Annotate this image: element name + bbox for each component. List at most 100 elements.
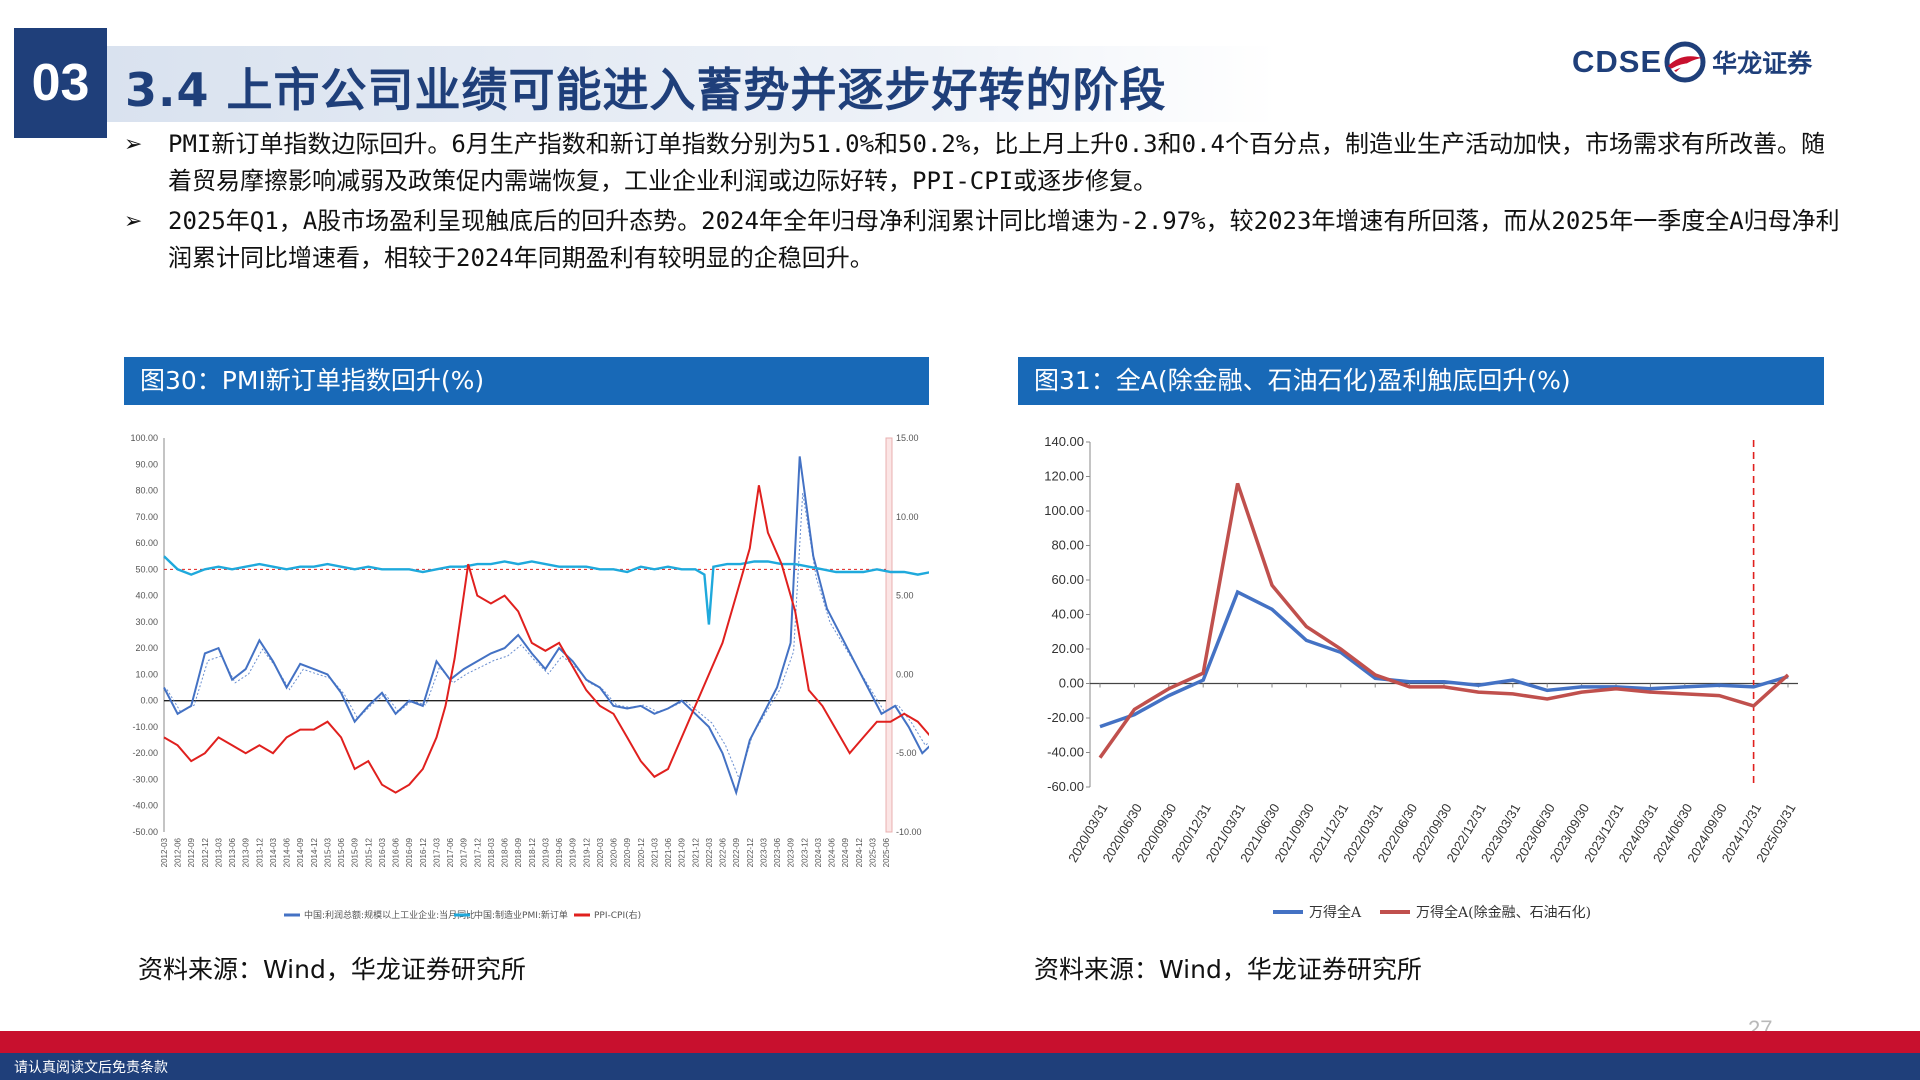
y-left-tick-label: 70.00 [135, 512, 158, 522]
x-tick-label: 2013-09 [242, 837, 251, 867]
bullet-text: PMI新订单指数边际回升。6月生产指数和新订单指数分别为51.0%和50.2%，… [168, 130, 1825, 195]
series-line [163, 456, 929, 797]
x-tick-label: 2017-06 [446, 837, 455, 867]
x-tick-label: 2014-09 [296, 837, 305, 867]
series-line [163, 555, 929, 625]
x-tick-label: 2018-09 [514, 837, 523, 867]
x-tick-label: 2023-09 [787, 837, 796, 867]
x-tick-label: 2012-06 [174, 837, 183, 867]
y-left-tick-label: -40.00 [132, 801, 158, 811]
legend-label: 万得全A [1309, 904, 1362, 921]
x-tick-label: 2020-09 [623, 837, 632, 867]
x-tick-label: 2012-12 [201, 837, 210, 867]
x-tick-label: 2014-03 [269, 837, 278, 867]
y-left-tick-label: 80.00 [135, 486, 158, 496]
x-tick-label: 2015-03 [323, 837, 332, 867]
arrow-bullet-icon: ➢ [124, 132, 143, 157]
x-tick-label: 2015-09 [351, 837, 360, 867]
x-tick-label: 2021-09 [678, 837, 687, 867]
y-tick-label: -40.00 [1047, 745, 1084, 760]
x-tick-label: 2016-09 [405, 837, 414, 867]
x-tick-label: 2012-09 [187, 837, 196, 867]
legend-label: PPI-CPI(右) [594, 909, 641, 921]
x-tick-label: 2018-03 [487, 837, 496, 867]
x-tick-label: 2015-12 [364, 837, 373, 867]
figure-31-title: 图31：全A(除金融、石油石化)盈利触底回升(%) [1018, 357, 1824, 405]
section-number-badge: 03 [14, 28, 107, 138]
y-tick-label: -20.00 [1047, 710, 1084, 725]
x-tick-label: 2025-06 [882, 837, 891, 867]
bullet-item: ➢ PMI新订单指数边际回升。6月生产指数和新订单指数分别为51.0%和50.2… [124, 126, 1844, 200]
x-tick-label: 2014-12 [310, 837, 319, 867]
bullet-item: ➢ 2025年Q1，A股市场盈利呈现触底后的回升态势。2024年全年归母净利润累… [124, 203, 1844, 277]
x-tick-label: 2017-09 [460, 837, 469, 867]
y-tick-label: 100.00 [1044, 503, 1084, 518]
y-tick-label: 0.00 [1059, 676, 1084, 691]
y-left-tick-label: 50.00 [135, 564, 158, 574]
y-tick-label: -60.00 [1047, 779, 1084, 794]
logo-swirl-icon [1664, 41, 1706, 83]
company-logo: CDSE 华龙证券 [1572, 41, 1813, 83]
x-tick-label: 2024-09 [841, 837, 850, 867]
y-left-tick-label: -20.00 [132, 748, 158, 758]
earnings-chart: 140.00 120.00 100.00 80.00 60.00 40.00 20.00 0.… [1044, 434, 1798, 921]
x-tick-label: 2020-03 [596, 837, 605, 867]
y-left-tick-label: 10.00 [135, 669, 158, 679]
figure-30-title: 图30：PMI新订单指数回升(%) [124, 357, 929, 405]
y-left-tick-label: 90.00 [135, 459, 158, 469]
x-tick-label: 2024-12 [855, 837, 864, 867]
x-tick-label: 2023-03 [759, 837, 768, 867]
x-tick-label: 2023-12 [800, 837, 809, 867]
x-tick-label: 2022-12 [746, 837, 755, 867]
y-tick-label: 140.00 [1044, 434, 1084, 449]
series-line [1098, 482, 1790, 759]
x-tick-label: 2025-03 [868, 837, 877, 867]
x-tick-label: 2022-03 [705, 837, 714, 867]
y-left-tick-label: -30.00 [132, 774, 158, 784]
y-tick-label: 80.00 [1051, 538, 1084, 553]
x-tick-label: 2022-06 [719, 837, 728, 867]
x-tick-label: 2016-12 [419, 837, 428, 867]
footer-disclaimer: 请认真阅读文后免责条款 [14, 1060, 168, 1076]
bullet-text: 2025年Q1，A股市场盈利呈现触底后的回升态势。2024年全年归母净利润累计同… [168, 207, 1840, 272]
x-tick-label: 2012-03 [160, 837, 169, 867]
pmi-chart: 100.00 90.00 80.00 70.00 60.00 50.00 40.00 30.0… [130, 433, 929, 921]
figure-31-source: 资料来源：Wind，华龙证券研究所 [1034, 955, 1422, 984]
legend-label: 中国:制造业PMI:新订单 [474, 909, 568, 921]
footer-red-stripe [0, 1031, 1920, 1053]
y-left-tick-label: 40.00 [135, 591, 158, 601]
y-left-tick-label: 100.00 [130, 433, 158, 443]
x-tick-label: 2018-12 [528, 837, 537, 867]
x-tick-label: 2015-06 [337, 837, 346, 867]
y-left-tick-label: 60.00 [135, 538, 158, 548]
x-tick-label: 2019-09 [569, 837, 578, 867]
x-tick-label: 2018-06 [501, 837, 510, 867]
series-line-ytd [166, 492, 929, 781]
x-tick-label: 2024-06 [828, 837, 837, 867]
y-right-tick-label: 10.00 [896, 512, 919, 522]
logo-company-name: 华龙证券 [1712, 49, 1813, 78]
y-right-tick-label: -5.00 [896, 748, 917, 758]
page-title: 3.4 上市公司业绩可能进入蓄势并逐步好转的阶段 [125, 63, 1167, 117]
x-tick-label: 2013-12 [255, 837, 264, 867]
series-line [163, 485, 929, 794]
x-tick-label: 2017-03 [432, 837, 441, 867]
y-left-tick-label: -50.00 [132, 827, 158, 837]
y-left-tick-label: -10.00 [132, 722, 158, 732]
x-tick-label: 2017-12 [473, 837, 482, 867]
y-right-tick-label: 5.00 [896, 591, 914, 601]
x-tick-label: 2013-06 [228, 837, 237, 867]
arrow-bullet-icon: ➢ [124, 209, 143, 234]
y-tick-label: 20.00 [1051, 641, 1084, 656]
x-tick-label: 2016-03 [378, 837, 387, 867]
y-right-tick-label: 0.00 [896, 669, 914, 679]
x-tick-label: 2021-03 [650, 837, 659, 867]
x-tick-label: 2024-03 [814, 837, 823, 867]
y-left-tick-label: 0.00 [140, 696, 158, 706]
x-tick-label: 2016-06 [392, 837, 401, 867]
x-tick-label: 2014-06 [283, 837, 292, 867]
legend-label: 中国:利润总额:规模以上工业企业:当月同比 [304, 909, 475, 921]
x-tick-label: 2019-03 [541, 837, 550, 867]
x-tick-label: 2022-09 [732, 837, 741, 867]
right-axis-band [885, 437, 893, 833]
